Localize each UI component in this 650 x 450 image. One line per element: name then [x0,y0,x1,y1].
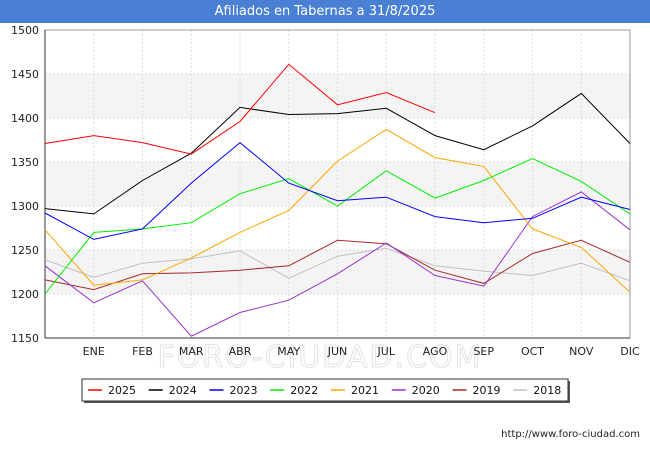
x-tick-label: ABR [229,345,252,358]
y-tick-label: 1350 [11,156,39,169]
x-tick-label: MAR [179,345,204,358]
x-tick-label: OCT [521,345,544,358]
x-tick-label: DIC [620,345,640,358]
series-line-2018 [44,247,631,282]
x-tick-label: NOV [569,345,594,358]
legend-label-2023: 2023 [230,384,258,397]
y-tick-label: 1450 [11,68,39,81]
y-tick-label: 1200 [11,288,39,301]
x-tick-label: SEP [473,345,494,358]
y-tick-label: 1500 [11,24,39,37]
series-lines [44,63,631,337]
legend-label-2018: 2018 [533,384,561,397]
legend-label-2021: 2021 [351,384,379,397]
series-line-2019 [44,239,631,291]
legend-box [81,378,569,402]
series-line-2024 [44,92,631,215]
axes: 1150 1200 1250 1300 1350 1400 1450 1500 ENE FEB MA… [11,24,640,358]
y-tick-label: 1250 [11,244,39,257]
legend-label-2020: 2020 [412,384,440,397]
watermark: FORO-CIUDAD.COM [158,340,483,375]
y-tick-label: 1400 [11,112,39,125]
y-tick-label: 1150 [11,332,39,345]
legend-label-2019: 2019 [473,384,501,397]
series-line-2025 [44,63,436,155]
x-tick-label: JUN [327,345,348,358]
x-tick-label: FEB [132,345,153,358]
legend-label-2022: 2022 [290,384,318,397]
legend-label-2025: 2025 [108,384,136,397]
chart-title: Afiliados en Tabernas a 31/8/2025 [214,4,436,19]
x-tick-label: MAY [277,345,300,358]
series-line-2023 [44,141,631,240]
legend: 2025 2024 2023 2022 2021 2020 2019 2018 [81,378,570,403]
y-tick-label: 1300 [11,200,39,213]
series-line-2021 [44,128,631,293]
title-bar: Afiliados en Tabernas a 31/8/2025 [0,0,650,23]
series-line-2020 [44,191,631,337]
footer-url[interactable]: http://www.foro-ciudad.com [501,429,640,440]
x-tick-label: AGO [423,345,448,358]
x-tick-label: ENE [83,345,105,358]
legend-label-2024: 2024 [169,384,197,397]
x-tick-label: JUL [377,345,396,358]
